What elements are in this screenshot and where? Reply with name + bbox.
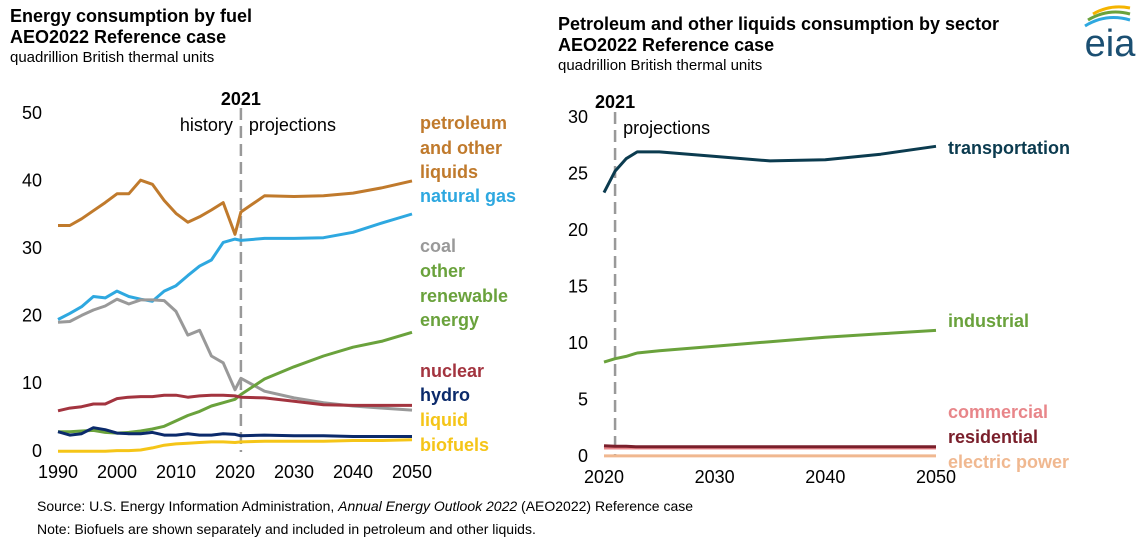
series-line [603, 328, 937, 364]
legend-label: coal [420, 236, 457, 256]
legend-label: industrial [948, 311, 1030, 331]
y-tick-label: 0 [578, 446, 588, 466]
x-tick-label: 2020 [215, 462, 255, 482]
logo-swoosh [1087, 10, 1131, 22]
series-line [57, 393, 412, 413]
x-tick-label: 1990 [38, 462, 78, 482]
x-tick-label: 2010 [156, 462, 196, 482]
series-line [57, 212, 413, 321]
series-line [602, 144, 937, 194]
logo-swoosh [1084, 16, 1131, 28]
y-tick-label: 50 [22, 103, 42, 123]
legend-label: natural gas [420, 186, 517, 206]
legend-label: residential [948, 427, 1039, 447]
series-line [57, 297, 413, 412]
x-tick-label: 2030 [274, 462, 314, 482]
source-text: (AEO2022) Reference case [517, 498, 694, 514]
source-text: Source: U.S. Energy Information Administ… [37, 498, 339, 514]
y-tick-label: 5 [578, 389, 588, 409]
legend-label: commercial [948, 402, 1049, 422]
legend-label: liquid biofuels [420, 410, 490, 455]
series-line [58, 330, 413, 435]
x-tick-label: 2040 [805, 467, 845, 487]
y-tick-label: 10 [568, 333, 588, 353]
y-tick-label: 40 [22, 170, 42, 190]
projections-label: projections [249, 115, 336, 135]
x-tick-label: 2030 [695, 467, 735, 487]
x-tick-label: 2020 [584, 467, 624, 487]
y-tick-label: 15 [568, 276, 588, 296]
series-line [57, 426, 412, 438]
left-header: Energy consumption by fuel AEO2022 Refer… [10, 6, 252, 68]
source: Source: U.S. Energy Information Administ… [37, 498, 693, 514]
legend-label: electric power [948, 452, 1070, 472]
right-header: Petroleum and other liquids consumption … [558, 14, 999, 76]
x-tick-label: 2040 [333, 462, 373, 482]
legend-label: petroleum and other liquids [420, 113, 508, 182]
projections-label: projections [623, 118, 710, 138]
y-tick-label: 25 [568, 163, 588, 183]
legend-label: hydro [420, 385, 471, 405]
title: Energy consumption by fuel [10, 6, 253, 26]
legend-label: other renewable energy [420, 261, 509, 330]
series-line [603, 444, 936, 449]
series-line [58, 438, 413, 453]
units: quadrillion British thermal units [10, 49, 215, 66]
subtitle: AEO2022 Reference case [558, 35, 775, 55]
marker-year: 2021 [221, 89, 261, 109]
legend-label: transportation [948, 138, 1071, 158]
x-tick-label: 2050 [392, 462, 432, 482]
y-tick-label: 10 [22, 373, 42, 393]
subtitle: AEO2022 Reference case [10, 27, 227, 47]
title: Petroleum and other liquids consumption … [558, 14, 1000, 34]
y-tick-label: 30 [568, 107, 588, 127]
source-title: Annual Energy Outlook 2022 [338, 498, 518, 514]
y-tick-label: 20 [568, 220, 588, 240]
marker-year: 2021 [595, 92, 635, 112]
x-tick-label: 2000 [97, 462, 137, 482]
logo: eia [1085, 23, 1136, 65]
y-tick-label: 0 [32, 441, 42, 461]
units: quadrillion British thermal units [558, 57, 763, 74]
note: Note: Biofuels are shown separately and … [37, 521, 536, 537]
y-tick-label: 20 [22, 306, 42, 326]
legend-label: nuclear [420, 361, 485, 381]
history-label: history [180, 115, 233, 135]
logo-swoosh [1092, 5, 1131, 16]
y-tick-label: 30 [22, 238, 42, 258]
series-line [58, 178, 413, 236]
x-tick-label: 2050 [916, 467, 956, 487]
